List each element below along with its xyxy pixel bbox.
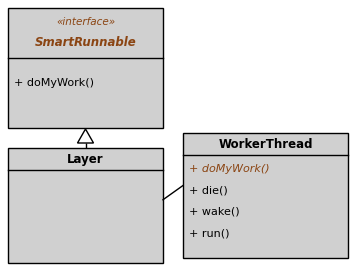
Text: SmartRunnable: SmartRunnable bbox=[35, 36, 136, 49]
Text: «interface»: «interface» bbox=[56, 17, 115, 27]
Text: + die(): + die() bbox=[189, 185, 228, 195]
Text: + doMyWork(): + doMyWork() bbox=[14, 78, 94, 88]
Bar bbox=[8, 148, 163, 263]
Polygon shape bbox=[78, 129, 94, 143]
Bar bbox=[183, 133, 348, 258]
Text: Layer: Layer bbox=[67, 153, 104, 166]
Text: + run(): + run() bbox=[189, 228, 230, 238]
Text: WorkerThread: WorkerThread bbox=[218, 137, 313, 150]
Bar bbox=[8, 8, 163, 128]
Text: + wake(): + wake() bbox=[189, 207, 240, 217]
Text: + doMyWork(): + doMyWork() bbox=[189, 164, 269, 174]
